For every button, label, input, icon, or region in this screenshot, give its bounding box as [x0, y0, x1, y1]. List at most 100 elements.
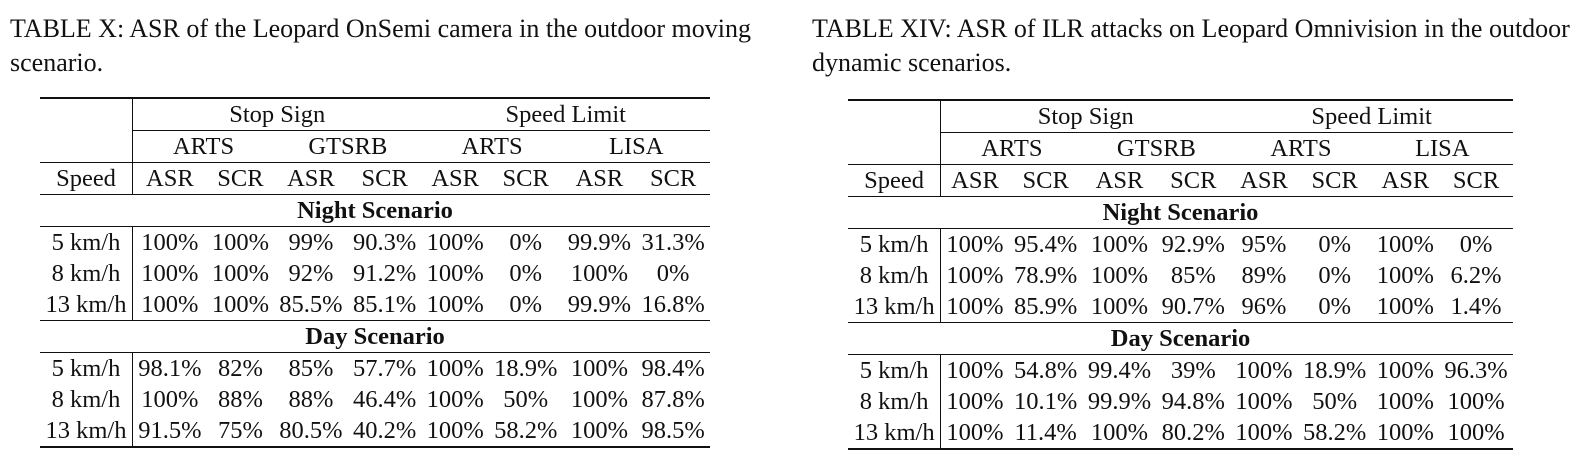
- value-cell: 100%: [1371, 417, 1440, 450]
- value-cell: 100%: [426, 355, 484, 382]
- value-cell: 82%: [217, 355, 263, 382]
- section-title: Night Scenario: [40, 194, 710, 227]
- speed-cell: 13 km/h: [848, 417, 942, 450]
- value-cell: 100%: [946, 262, 1004, 289]
- value-cell: 100%: [1376, 231, 1434, 258]
- corner-cell: [40, 97, 134, 131]
- value-cell: 75%: [206, 415, 275, 448]
- value-cell: 100%: [141, 386, 199, 413]
- value-cell: 96%: [1230, 291, 1298, 323]
- value-cell: 94.8%: [1161, 388, 1225, 415]
- speed-cell: 5 km/h: [848, 354, 942, 386]
- table-row: 5 km/h 100% 95.4% 100% 92.9% 95% 0% 100% 0%: [848, 228, 1513, 260]
- corner-cell: [848, 132, 942, 165]
- value-cell: 100%: [211, 260, 269, 287]
- value-cell: 40.2%: [347, 415, 422, 448]
- value-cell: 100%: [421, 415, 489, 448]
- metric-header: ASR: [1082, 164, 1157, 197]
- value-cell: 46.4%: [353, 386, 417, 413]
- value-cell: 85.1%: [347, 289, 422, 321]
- speed-cell: 13 km/h: [40, 415, 134, 448]
- value-cell: 10.1%: [1013, 388, 1078, 415]
- value-cell: 100%: [1439, 417, 1513, 450]
- metric-header: ASR: [132, 162, 207, 195]
- value-cell: 100%: [946, 388, 1004, 415]
- value-cell: 100%: [1230, 417, 1298, 450]
- speed-cell: 8 km/h: [40, 258, 134, 289]
- value-cell: 100%: [1376, 388, 1434, 415]
- value-cell: 96.3%: [1444, 357, 1508, 384]
- value-cell: 99.4%: [1087, 357, 1152, 384]
- value-cell: 85%: [1170, 262, 1216, 289]
- section-title: Night Scenario: [848, 196, 1513, 229]
- value-cell: 85.9%: [1008, 291, 1083, 323]
- corner-cell: [40, 130, 134, 163]
- value-cell: 100%: [141, 229, 199, 256]
- dataset-header: ARTS: [421, 130, 563, 163]
- table-x: Stop Sign Speed Limit ARTS GTSRB ARTS LISA Spe…: [40, 97, 710, 448]
- value-cell: 88%: [217, 386, 263, 413]
- metric-header-row: Speed ASR SCR ASR SCR ASR SCR ASR SCR: [848, 164, 1513, 197]
- value-cell: 39%: [1170, 357, 1216, 384]
- value-cell: 100%: [946, 231, 1004, 258]
- value-cell: 100%: [1082, 417, 1157, 450]
- value-cell: 58.2%: [1297, 417, 1372, 450]
- value-cell: 90.7%: [1156, 291, 1231, 323]
- value-cell: 100%: [1082, 291, 1157, 323]
- group-header: Stop Sign: [940, 99, 1231, 133]
- value-cell: 100%: [1376, 357, 1434, 384]
- value-cell: 100%: [1090, 231, 1149, 258]
- value-cell: 31.3%: [641, 229, 705, 256]
- dataset-header-row: ARTS GTSRB ARTS LISA: [40, 130, 710, 163]
- value-cell: 58.2%: [488, 415, 563, 448]
- value-cell: 11.4%: [1008, 417, 1083, 450]
- value-cell: 18.9%: [494, 355, 558, 382]
- metric-header: ASR: [274, 162, 348, 195]
- value-cell: 100%: [211, 229, 269, 256]
- metric-header: ASR: [940, 164, 1009, 197]
- table-row: 5 km/h 100% 54.8% 99.4% 39% 100% 18.9% 100% 96.3…: [848, 354, 1513, 386]
- value-cell: 98.1%: [138, 355, 202, 382]
- speed-header: Speed: [848, 164, 942, 197]
- value-cell: 98.5%: [636, 415, 710, 448]
- value-cell: 1.4%: [1439, 291, 1513, 323]
- value-cell: 95%: [1241, 231, 1287, 258]
- speed-cell: 5 km/h: [40, 352, 134, 384]
- group-header: Stop Sign: [132, 97, 422, 131]
- value-cell: 50%: [1312, 388, 1358, 415]
- value-cell: 100%: [562, 415, 637, 448]
- table-row: 8 km/h 100% 10.1% 99.9% 94.8% 100% 50% 100% 100%: [848, 386, 1513, 417]
- metric-header: SCR: [636, 162, 710, 195]
- value-cell: 99.9%: [1087, 388, 1152, 415]
- value-cell: 85.5%: [274, 289, 348, 321]
- section-header-row: Night Scenario: [40, 194, 710, 227]
- metric-header: ASR: [562, 162, 637, 195]
- value-cell: 92%: [288, 260, 334, 287]
- speed-cell: 5 km/h: [848, 228, 942, 260]
- section-header-row: Day Scenario: [40, 320, 710, 353]
- dataset-header: GTSRB: [274, 130, 422, 163]
- value-cell: 100%: [570, 355, 628, 382]
- value-cell: 98.4%: [641, 355, 705, 382]
- value-cell: 100%: [1376, 262, 1434, 289]
- table-row: 13 km/h 100% 85.9% 100% 90.7% 96% 0% 100% 1.4%: [848, 291, 1513, 323]
- metric-header: ASR: [421, 162, 489, 195]
- section-header-row: Night Scenario: [848, 196, 1513, 229]
- value-cell: 100%: [1235, 357, 1293, 384]
- value-cell: 100%: [426, 386, 484, 413]
- value-cell: 50%: [503, 386, 549, 413]
- value-cell: 100%: [1371, 291, 1440, 323]
- corner-cell: [848, 99, 942, 133]
- value-cell: 0%: [488, 289, 563, 321]
- value-cell: 99%: [288, 229, 334, 256]
- value-cell: 0%: [1297, 291, 1372, 323]
- dataset-header: ARTS: [940, 132, 1083, 165]
- value-cell: 54.8%: [1013, 357, 1078, 384]
- value-cell: 91.5%: [132, 415, 207, 448]
- value-cell: 100%: [426, 260, 484, 287]
- value-cell: 0%: [1459, 231, 1493, 258]
- metric-header: SCR: [206, 162, 275, 195]
- table-xiv-caption: TABLE XIV: ASR of ILR attacks on Leopard…: [812, 14, 1570, 77]
- section-title: Day Scenario: [40, 320, 710, 353]
- value-cell: 100%: [141, 260, 199, 287]
